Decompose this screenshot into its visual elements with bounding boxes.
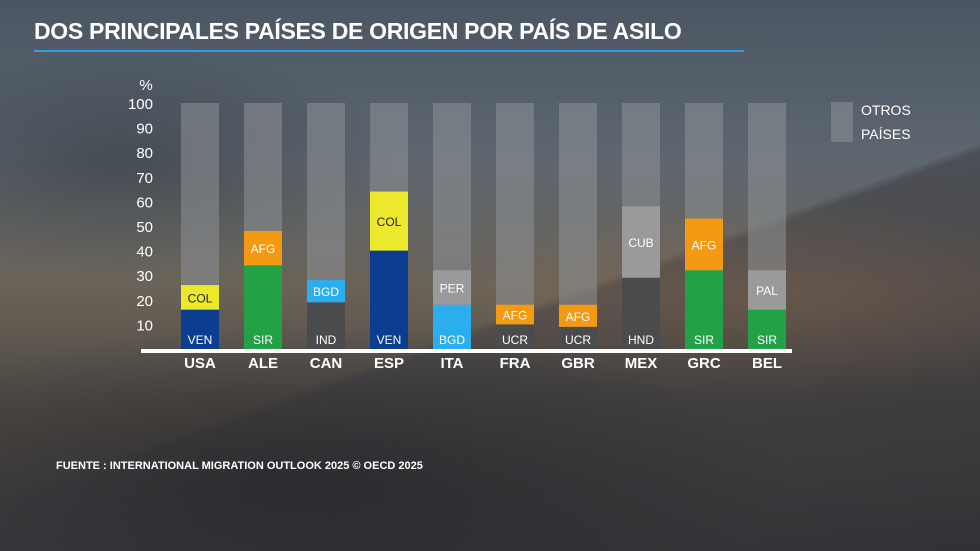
segment-label: BGD xyxy=(439,333,465,347)
segment-label: IND xyxy=(316,333,337,347)
bar-segment-mex-cub xyxy=(622,206,660,278)
page-title: DOS PRINCIPALES PAÍSES DE ORIGEN POR PAÍ… xyxy=(34,18,682,44)
segment-label: PER xyxy=(440,282,465,296)
x-tick-label: GBR xyxy=(561,355,595,372)
y-tick-label: 80 xyxy=(136,145,153,162)
segment-label: COL xyxy=(377,215,402,229)
bar-segment-mex-hnd xyxy=(622,277,660,349)
bar-segment-gbr-ucr xyxy=(559,326,597,349)
segment-label: UCR xyxy=(565,333,591,347)
y-tick-label: 100 xyxy=(128,96,153,113)
bar-segment-ale-sir xyxy=(244,265,282,349)
legend-label: OTROS xyxy=(861,102,911,118)
bar-segment-grc-sir xyxy=(685,270,723,349)
y-tick-label: 50 xyxy=(136,219,153,236)
bar-segment-ale-afg xyxy=(244,230,282,266)
y-axis-unit-label: % xyxy=(139,77,152,94)
x-tick-label: CAN xyxy=(310,355,343,372)
x-tick-label: MEX xyxy=(625,355,658,372)
bar-segment-usa-col xyxy=(181,285,219,310)
bar-segment-bel-sir xyxy=(748,309,786,349)
segment-label: BGD xyxy=(313,285,339,299)
segment-label: AFG xyxy=(566,310,591,324)
y-tick-label: 40 xyxy=(136,244,153,261)
bar-segment-esp-ven xyxy=(370,250,408,349)
x-tick-label: ITA xyxy=(440,355,463,372)
segment-label: COL xyxy=(188,291,213,305)
legend-label: PAÍSES xyxy=(861,126,911,142)
bar-segment-ita-per xyxy=(433,270,471,305)
segment-label: VEN xyxy=(188,333,213,347)
segment-label: PAL xyxy=(756,284,778,298)
segment-label: AFG xyxy=(692,238,717,252)
legend-swatch-otros xyxy=(831,102,853,142)
bar-segment-fra-afg xyxy=(496,304,534,325)
bar-segment-ita-bgd xyxy=(433,304,471,349)
bar-segment-bel-pal xyxy=(748,270,786,310)
segment-label: SIR xyxy=(694,333,714,347)
x-tick-label: ESP xyxy=(374,355,404,372)
segment-label: CUB xyxy=(628,236,653,250)
bar-segment-usa-ven xyxy=(181,309,219,349)
bar-segment-gbr-afg xyxy=(559,304,597,327)
y-tick-label: 70 xyxy=(136,170,153,187)
x-tick-label: ALE xyxy=(248,355,278,372)
bar-segment-can-ind xyxy=(307,302,345,349)
segment-label: AFG xyxy=(503,309,528,323)
bar-segment-can-bgd xyxy=(307,280,345,303)
y-tick-label: 10 xyxy=(136,317,153,334)
title-underline xyxy=(34,50,744,52)
segment-label: VEN xyxy=(377,333,402,347)
source-note: FUENTE : INTERNATIONAL MIGRATION OUTLOOK… xyxy=(56,460,423,472)
bar-segment-grc-afg xyxy=(685,218,723,271)
x-axis-baseline xyxy=(141,349,792,353)
x-tick-label: GRC xyxy=(687,355,721,372)
bar-segment-esp-col xyxy=(370,191,408,251)
x-tick-label: BEL xyxy=(752,355,782,372)
segment-label: AFG xyxy=(251,242,276,256)
segment-label: SIR xyxy=(757,333,777,347)
segment-label: HND xyxy=(628,333,654,347)
y-tick-label: 60 xyxy=(136,194,153,211)
y-tick-label: 20 xyxy=(136,293,153,310)
y-tick-label: 30 xyxy=(136,268,153,285)
y-tick-label: 90 xyxy=(136,121,153,138)
x-tick-label: USA xyxy=(184,355,216,372)
x-tick-label: FRA xyxy=(500,355,531,372)
segment-label: SIR xyxy=(253,333,273,347)
bar-segment-fra-ucr xyxy=(496,324,534,349)
segment-label: UCR xyxy=(502,333,528,347)
